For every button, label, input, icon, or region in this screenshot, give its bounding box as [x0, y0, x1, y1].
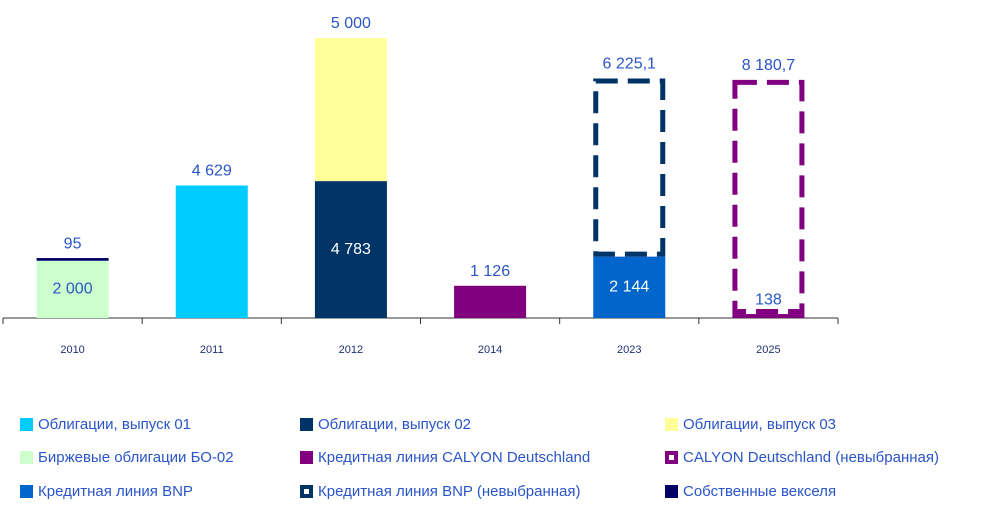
legend-swatch — [665, 485, 678, 498]
x-tick-label: 2023 — [617, 344, 641, 356]
value-label: 6 225,1 — [603, 56, 656, 73]
bar-unselected — [732, 79, 805, 315]
value-label: 4 629 — [192, 163, 232, 180]
x-tick-label: 2011 — [200, 344, 224, 356]
legend-label: Облигации, выпуск 02 — [318, 416, 471, 433]
legend-label: Облигации, выпуск 03 — [683, 416, 836, 433]
x-tick-label: 2012 — [339, 344, 363, 356]
value-label: 1 126 — [470, 263, 510, 280]
legend-swatch — [300, 485, 313, 498]
value-label: 95 — [64, 235, 82, 252]
legend-label: Кредитная линия CALYON Deutschland — [318, 449, 590, 466]
legend-label: Собственные векселя — [683, 483, 836, 500]
x-tick-label: 2025 — [756, 344, 780, 356]
value-label: 2 000 — [53, 281, 93, 298]
legend-label: Биржевые облигации БО-02 — [38, 449, 234, 466]
legend-swatch — [300, 451, 313, 464]
legend-swatch — [665, 418, 678, 431]
bar — [732, 314, 805, 318]
legend-swatch — [300, 418, 313, 431]
bar — [314, 181, 387, 318]
legend-label: Кредитная линия BNP (невыбранная) — [318, 483, 581, 500]
value-label: 138 — [755, 291, 782, 308]
bar-unselected — [593, 78, 666, 257]
value-label: 2 144 — [609, 279, 649, 296]
legend-label: Облигации, выпуск 01 — [38, 416, 191, 433]
x-tick-label: 2014 — [478, 344, 502, 356]
legend-label: Кредитная линия BNP — [38, 483, 193, 500]
legend-swatch — [665, 451, 678, 464]
x-tick-label: 2010 — [60, 344, 84, 356]
bar — [454, 285, 527, 318]
bar — [314, 38, 387, 182]
bar — [593, 256, 666, 318]
bar — [36, 258, 109, 261]
legend-swatch — [20, 485, 33, 498]
value-label: 4 783 — [331, 241, 371, 258]
value-label: 8 180,7 — [742, 57, 795, 74]
value-label: 5 000 — [331, 15, 371, 32]
bar — [36, 260, 109, 318]
legend-swatch — [20, 418, 33, 431]
legend-label: CALYON Deutschland (невыбранная) — [683, 449, 939, 466]
bar — [175, 185, 248, 318]
legend-swatch — [20, 451, 33, 464]
